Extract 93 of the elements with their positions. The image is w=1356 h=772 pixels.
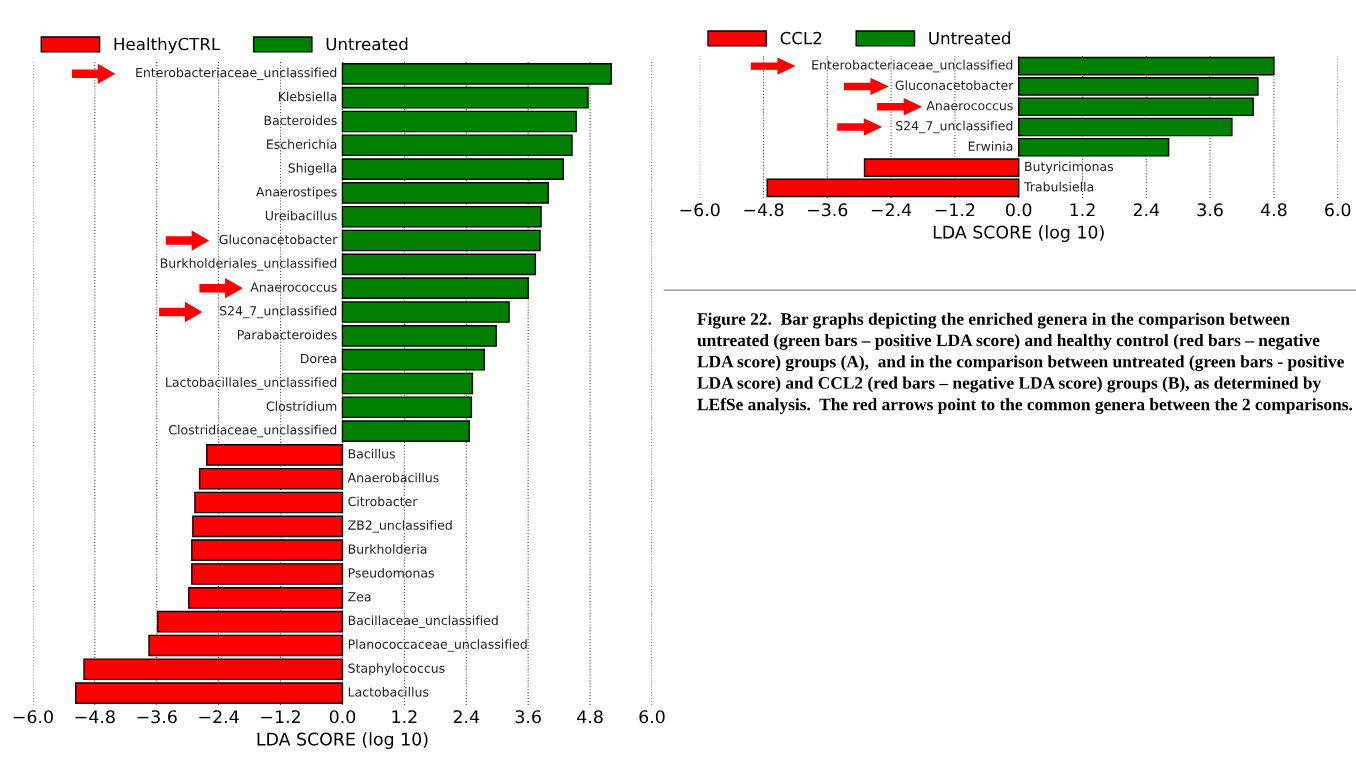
- bar: [341, 324, 497, 347]
- y-tick-label: Enterobacteriaceae_unclassified: [136, 67, 337, 81]
- x-tick-label: 2.4: [1133, 203, 1160, 217]
- caption: Figure 22. Bar graphs depicting the enriched genera in the comparison between untreated (green bars – positive LDA score) and healthy control (red bars – negative LDA score) groups (A), and in the comparison between untreated (green bars - positive LDA score) and CCL2 (red bars – negative LDA score) groups (B), as determined by LEfSe analysis. The red arrows point to the common genera between the 2 comparisons.: [697, 312, 1353, 414]
- legend-label: Untreated: [929, 31, 1010, 45]
- x-tick-label: −2.4: [199, 710, 239, 724]
- bar: [341, 348, 486, 371]
- y-tick-label: Anaerobacillus: [347, 472, 439, 483]
- y-tick-label: Bacillus: [348, 448, 395, 459]
- y-tick-label: Shigella: [288, 163, 337, 176]
- x-axis-title: LDA SCORE (log 10): [257, 732, 428, 750]
- y-tick-label: Staphylococcus: [348, 663, 445, 676]
- bar: [341, 205, 542, 228]
- bar: [157, 610, 344, 633]
- y-tick-label: Zea: [348, 592, 371, 602]
- bar: [766, 178, 1020, 198]
- y-tick-label: Planococcaceae_unclassified: [348, 639, 527, 652]
- y-tick-label: Burkholderia: [348, 544, 427, 554]
- bar: [194, 491, 344, 514]
- bar: [83, 658, 344, 681]
- bar: [341, 158, 564, 180]
- y-tick-label: Clostridiaceae_unclassified: [169, 424, 337, 438]
- y-tick-label: Anaerococcus: [926, 101, 1013, 111]
- x-tick-label: 1.2: [1070, 203, 1095, 217]
- y-tick-label: Citrobacter: [348, 496, 418, 507]
- x-tick-label: 6.0: [639, 710, 665, 724]
- bar: [206, 444, 344, 466]
- bar: [148, 634, 344, 657]
- bar: [1017, 56, 1275, 76]
- y-tick-label: Klebsiella: [278, 91, 337, 102]
- bar: [341, 277, 529, 299]
- bar: [75, 682, 344, 704]
- y-tick-label: Lactobacillales_unclassified: [166, 377, 337, 390]
- x-tick-label: 0.0: [1006, 203, 1032, 217]
- x-tick-label: −4.8: [744, 203, 784, 217]
- y-tick-label: Gluconacetobacter: [895, 80, 1014, 91]
- y-tick-label: Ureibacillus: [265, 210, 337, 221]
- x-axis-title: LDA SCORE (log 10): [933, 225, 1104, 243]
- bar: [341, 86, 589, 109]
- y-tick-label: Parabacteroides: [237, 329, 337, 340]
- bar: [192, 515, 344, 538]
- bar: [341, 63, 612, 85]
- x-tick-label: −6.0: [13, 710, 53, 724]
- y-tick-label: Clostridium: [266, 401, 337, 411]
- legend-label: CCL2: [780, 31, 822, 45]
- x-tick-label: 2.4: [453, 710, 480, 724]
- bar: [341, 182, 549, 204]
- y-tick-label: ZB2_unclassified: [348, 520, 452, 533]
- y-tick-label: Anaerococcus: [250, 282, 337, 292]
- y-tick-label: S24_7_unclassified: [896, 120, 1013, 134]
- x-tick-label: −1.2: [261, 710, 300, 724]
- y-tick-label: Bacteroides: [264, 115, 337, 126]
- y-tick-label: S24_7_unclassified: [219, 305, 337, 319]
- bar: [341, 372, 474, 395]
- y-tick-label: Bacillaceae_unclassified: [348, 615, 498, 628]
- x-tick-label: −1.2: [935, 203, 975, 217]
- bar: [341, 301, 510, 323]
- y-tick-label: Escherichia: [267, 139, 337, 149]
- x-tick-label: 4.8: [1260, 203, 1287, 217]
- y-tick-label: Dorea: [301, 353, 337, 364]
- y-tick-label: Enterobacteriaceae_unclassified: [812, 59, 1013, 73]
- x-tick-label: −3.6: [808, 203, 848, 217]
- bar: [188, 586, 344, 609]
- y-tick-label: Trabulsiella: [1023, 181, 1094, 192]
- y-tick-label: Lactobacillus: [348, 687, 429, 697]
- x-tick-label: 3.6: [1197, 203, 1223, 217]
- x-tick-label: 1.2: [392, 710, 417, 724]
- y-tick-label: Erwinia: [968, 141, 1013, 151]
- bar: [1017, 117, 1233, 137]
- x-tick-label: 0.0: [329, 710, 356, 724]
- bar: [341, 396, 473, 419]
- legend-label: Untreated: [326, 37, 408, 51]
- bar: [341, 229, 541, 252]
- y-tick-label: Anaerostipes: [256, 186, 337, 199]
- x-tick-label: −3.6: [137, 710, 177, 724]
- bar: [191, 539, 344, 561]
- bar: [198, 467, 344, 490]
- x-tick-label: −6.0: [680, 203, 720, 217]
- bar: [341, 110, 577, 133]
- y-tick-label: Burkholderiales_unclassified: [160, 258, 337, 271]
- x-tick-label: 3.6: [515, 710, 541, 724]
- bar: [341, 253, 537, 276]
- y-tick-label: Gluconacetobacter: [219, 234, 338, 245]
- legend-label: HealthyCTRL: [114, 37, 221, 54]
- bar: [341, 420, 471, 442]
- x-tick-label: −4.8: [75, 710, 115, 724]
- bar: [341, 134, 573, 157]
- bar: [191, 563, 344, 585]
- x-tick-label: −2.4: [871, 203, 912, 217]
- x-tick-label: 4.8: [577, 710, 603, 724]
- y-tick-label: Butyricimonas: [1025, 161, 1114, 174]
- x-tick-label: 6.0: [1325, 203, 1351, 217]
- y-tick-label: Pseudomonas: [348, 567, 434, 578]
